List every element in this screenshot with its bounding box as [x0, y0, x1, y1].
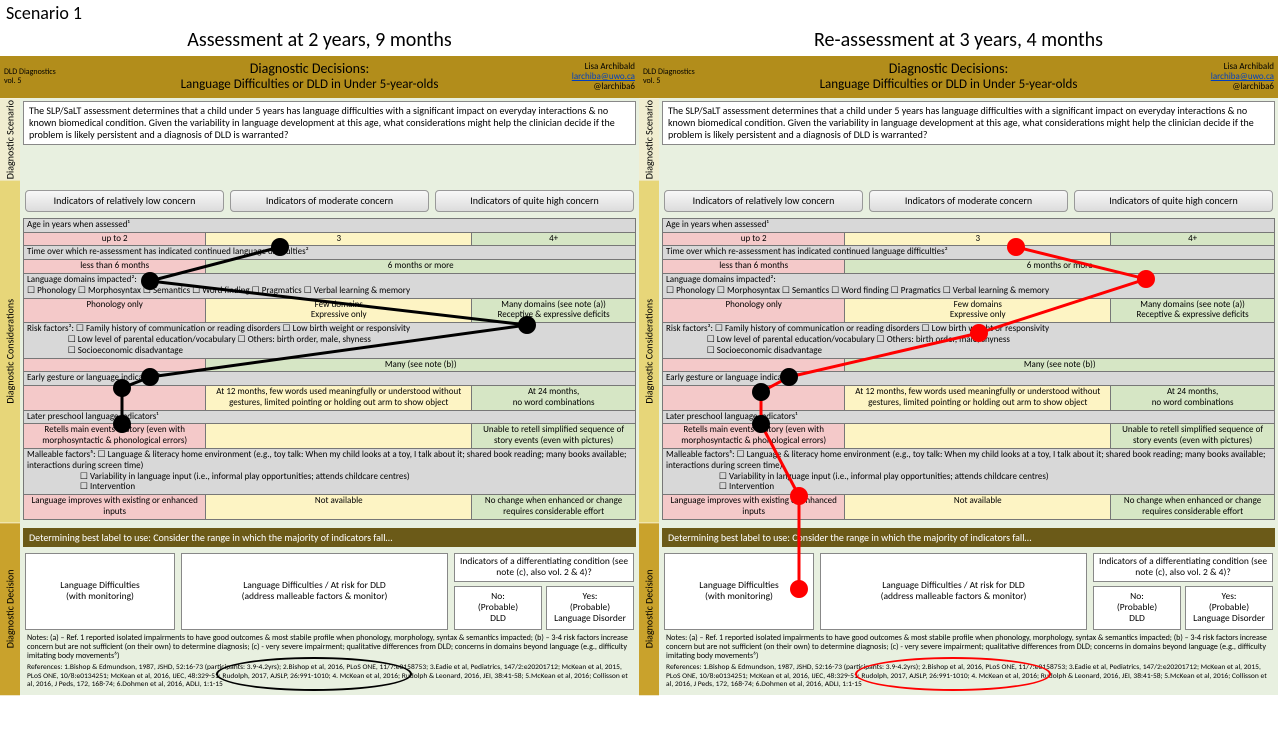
header-bar: DLD Diagnosticsvol. 5 Diagnostic Decisio… — [0, 56, 639, 98]
decision-no-box: No:(Probable)DLD — [454, 586, 542, 630]
decision-diff-question: Indicators of a differentiating conditio… — [1093, 553, 1273, 582]
decision-diff-question: Indicators of a differentiating conditio… — [454, 553, 634, 582]
decision-mid-box: Language Difficulties / At risk for DLD(… — [820, 553, 1087, 630]
decision-bar: Determining best label to use: Consider … — [662, 528, 1275, 547]
author-email-link[interactable]: larchiba@uwo.ca — [572, 71, 635, 82]
indicator-low-button[interactable]: Indicators of relatively low concern — [25, 190, 224, 212]
header-series: DLD Diagnosticsvol. 5 — [4, 68, 74, 86]
considerations-table: Age in years when assessed¹ up to 234+ T… — [23, 218, 636, 520]
header-author: Lisa Archibaldlarchiba@uwo.ca@larchiba6 — [545, 62, 635, 92]
decision-yes-box: Yes:(Probable)Language Disorder — [1185, 586, 1273, 630]
decision-no-box: No:(Probable)DLD — [1093, 586, 1181, 630]
side-label-decision: Diagnostic Decision — [639, 523, 659, 695]
header-bar: DLD Diagnosticsvol. 5 Diagnostic Decisio… — [639, 56, 1278, 98]
indicator-high-button[interactable]: Indicators of quite high concern — [435, 190, 634, 212]
indicator-moderate-button[interactable]: Indicators of moderate concern — [230, 190, 429, 212]
notes-text: Notes: (a) – Ref. 1 reported isolated im… — [23, 632, 636, 664]
decision-low-box: Language Difficulties(with monitoring) — [25, 553, 175, 630]
decision-bar: Determining best label to use: Consider … — [23, 528, 636, 547]
side-label-scenario: Diagnostic Scenario — [0, 98, 20, 181]
scenario-label: Scenario 1 — [0, 0, 1278, 26]
author-email-link[interactable]: larchiba@uwo.ca — [1211, 71, 1274, 82]
header-title: Diagnostic Decisions: Language Difficult… — [713, 61, 1184, 92]
panel-headline: Assessment at 2 years, 9 months — [0, 26, 639, 56]
panel-headline: Re-assessment at 3 years, 4 months — [639, 26, 1278, 56]
decision-low-box: Language Difficulties(with monitoring) — [664, 553, 814, 630]
references-text: References: 1.Bishop & Edmundson, 1987, … — [662, 663, 1275, 692]
scenario-text: The SLP/SaLT assessment determines that … — [23, 101, 636, 145]
decision-mid-box: Language Difficulties / At risk for DLD(… — [181, 553, 448, 630]
side-label-considerations: Diagnostic Considerations — [639, 181, 659, 523]
header-series: DLD Diagnosticsvol. 5 — [643, 68, 713, 86]
header-title: Diagnostic Decisions: Language Difficult… — [74, 61, 545, 92]
panel-left: Assessment at 2 years, 9 months DLD Diag… — [0, 26, 639, 695]
considerations-table: Age in years when assessed¹ up to 234+ T… — [662, 218, 1275, 520]
indicator-high-button[interactable]: Indicators of quite high concern — [1074, 190, 1273, 212]
side-label-scenario: Diagnostic Scenario — [639, 98, 659, 181]
side-label-decision: Diagnostic Decision — [0, 523, 20, 695]
scenario-text: The SLP/SaLT assessment determines that … — [662, 101, 1275, 145]
panel-right: Re-assessment at 3 years, 4 months DLD D… — [639, 26, 1278, 695]
indicator-moderate-button[interactable]: Indicators of moderate concern — [869, 190, 1068, 212]
header-author: Lisa Archibaldlarchiba@uwo.ca@larchiba6 — [1184, 62, 1274, 92]
decision-yes-box: Yes:(Probable)Language Disorder — [546, 586, 634, 630]
notes-text: Notes: (a) – Ref. 1 reported isolated im… — [662, 632, 1275, 664]
indicator-low-button[interactable]: Indicators of relatively low concern — [664, 190, 863, 212]
side-label-considerations: Diagnostic Considerations — [0, 181, 20, 523]
references-text: References: 1.Bishop & Edmundson, 1987, … — [23, 663, 636, 692]
